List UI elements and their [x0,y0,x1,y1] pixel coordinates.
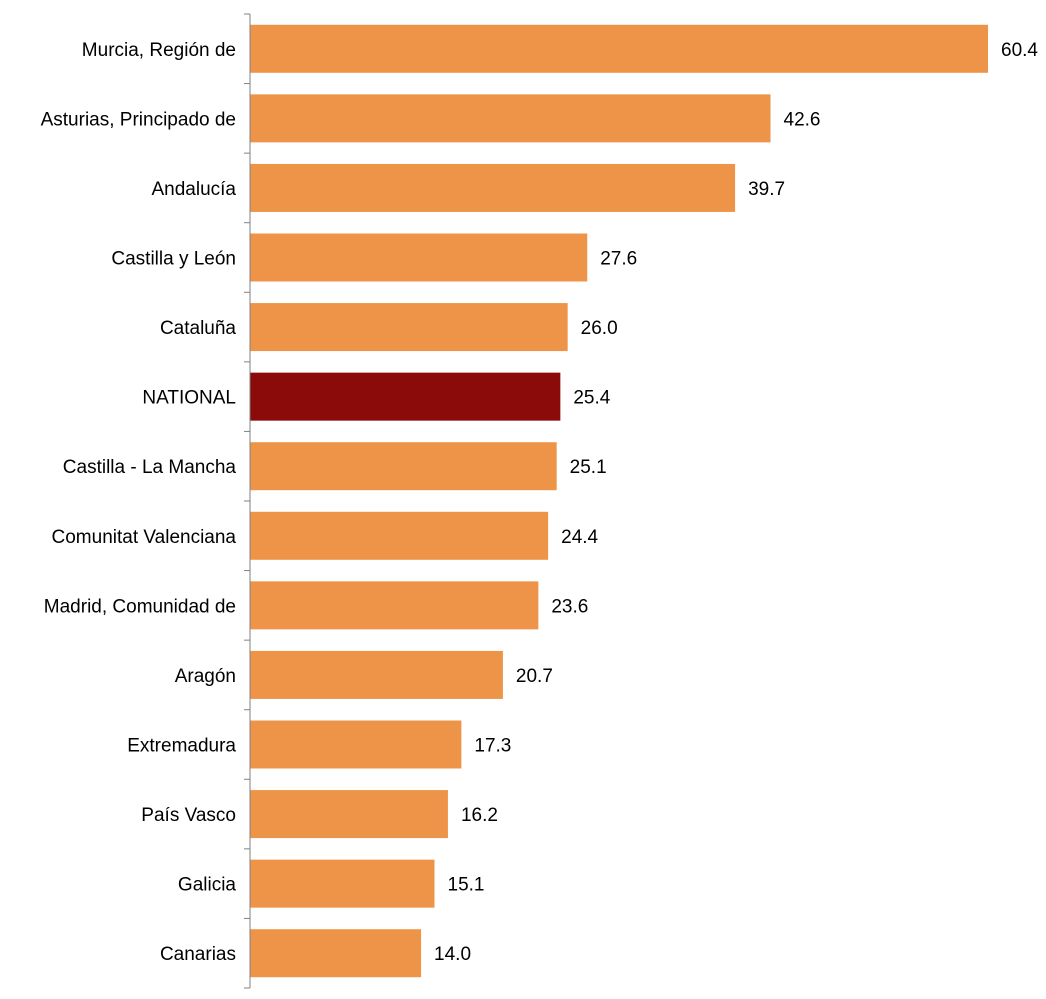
bar-castilla-la-mancha [250,442,557,491]
bar-national [250,372,561,421]
bar-comunitat-valenciana [250,511,549,560]
bar-castilla-y-leon [250,233,588,282]
bar-madrid-comunidad-de [250,581,539,630]
category-label-comunitat-valenciana: Comunitat Valenciana [52,527,237,548]
bar-murcia-region-de [250,24,988,73]
category-label-castilla-y-leon: Castilla y León [111,249,236,270]
value-label-national: 25.4 [573,388,610,409]
value-label-madrid-comunidad-de: 23.6 [551,596,588,617]
value-label-andalucia: 39.7 [748,179,785,200]
bar-pais-vasco [250,790,448,839]
category-label-madrid-comunidad-de: Madrid, Comunidad de [44,596,236,617]
value-labels-group: 60.4 42.6 39.7 27.6 26.0 25.4 25.1 24.4 23.6 20.7… [434,40,1038,965]
bar-aragon [250,650,503,699]
category-label-aragon: Aragón [175,666,236,687]
value-label-cataluna: 26.0 [581,318,618,339]
bar-extremadura [250,720,462,769]
bar-canarias [250,929,422,978]
value-label-castilla-la-mancha: 25.1 [570,457,607,478]
bar-galicia [250,859,435,908]
category-labels-group: Murcia, Región de Asturias, Principado de… [41,40,237,965]
bars-group [250,24,988,978]
value-label-aragon: 20.7 [516,666,553,687]
bar-cataluna [250,303,568,352]
category-label-castilla-la-mancha: Castilla - La Mancha [63,457,237,478]
value-label-galicia: 15.1 [448,875,485,896]
value-label-murcia-region-de: 60.4 [1001,40,1038,61]
bar-asturias-principado-de [250,94,771,143]
bar-andalucia [250,163,736,212]
value-label-asturias-principado-de: 42.6 [784,109,821,130]
category-label-pais-vasco: País Vasco [141,805,236,826]
category-label-national: NATIONAL [142,388,236,409]
category-label-murcia-region-de: Murcia, Región de [82,40,236,61]
category-label-andalucia: Andalucía [151,179,236,200]
value-label-castilla-y-leon: 27.6 [600,249,637,270]
category-label-cataluna: Cataluña [160,318,236,339]
value-label-comunitat-valenciana: 24.4 [561,527,598,548]
category-label-asturias-principado-de: Asturias, Principado de [41,109,236,130]
value-label-extremadura: 17.3 [474,736,511,757]
category-label-canarias: Canarias [160,944,236,965]
category-label-galicia: Galicia [178,875,237,896]
y-axis [244,13,251,989]
value-label-pais-vasco: 16.2 [461,805,498,826]
value-label-canarias: 14.0 [434,944,471,965]
category-label-extremadura: Extremadura [127,736,236,757]
